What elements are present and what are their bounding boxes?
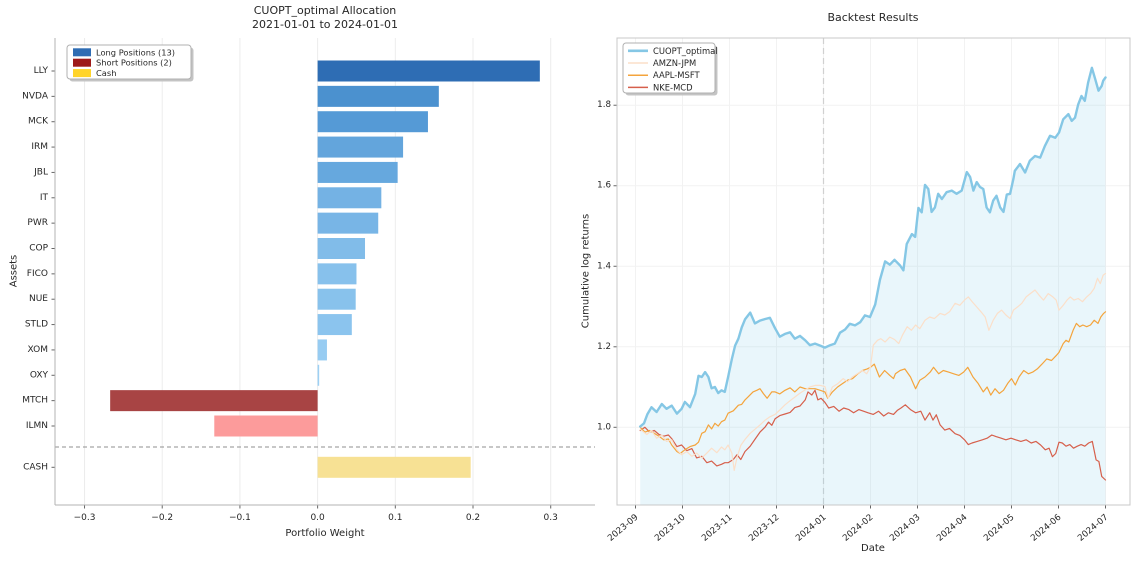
x-tick-label: 0.0	[310, 513, 325, 523]
series-line-nke-mcd	[639, 389, 1107, 481]
legend-label: AMZN-JPM	[653, 58, 696, 68]
bar-it	[317, 187, 382, 209]
x-tick-label: 2024-03	[888, 513, 922, 544]
legend-label: AAPL-MSFT	[653, 70, 700, 80]
allocation-title-line2: 2021-01-01 to 2024-01-01	[252, 18, 398, 31]
y-tick-label: 1.8	[597, 100, 611, 110]
series-line-amzn-jpm	[639, 272, 1107, 471]
plot-box	[616, 37, 1131, 506]
x-tick-label: −0.1	[229, 513, 251, 523]
allocation-xlabel: Portfolio Weight	[285, 528, 365, 539]
series-line-aapl-msft	[639, 311, 1107, 455]
backtest-title: Backtest Results	[827, 11, 919, 24]
y-tick-label-cash: CASH	[23, 462, 48, 472]
legend-label: Cash	[96, 68, 116, 78]
legend-label: Long Positions (13)	[96, 47, 175, 57]
backtest-line-chart: 1.0 1.2 1.4 1.6 1.8 2023-09 2023-10 2023-11 2023…	[597, 37, 1131, 544]
x-tick-label: −0.2	[151, 513, 173, 523]
y-tick-label-fico: FICO	[27, 269, 48, 279]
x-tick-label: 2024-01	[794, 513, 828, 544]
y-tick-label-nue: NUE	[29, 294, 48, 304]
bar-lly	[317, 60, 540, 82]
x-tick-label: 2024-05	[982, 513, 1016, 544]
backtest-xlabel: Date	[861, 543, 885, 554]
legend-label: Short Positions (2)	[96, 58, 172, 68]
bar-cash	[317, 456, 471, 478]
x-tick-label: 2023-12	[747, 513, 781, 544]
bar-irm	[317, 136, 404, 158]
legend-box	[66, 44, 192, 80]
y-tick-label: 1.4	[597, 261, 611, 271]
y-tick-label-nvda: NVDA	[22, 91, 49, 101]
x-tick-label: 0.2	[466, 513, 480, 523]
y-tick-label-irm: IRM	[31, 142, 48, 152]
y-tick-label: 1.6	[597, 181, 611, 191]
y-tick-label-cop: COP	[29, 243, 48, 253]
allocation-title-line1: CUOPT_optimal Allocation	[253, 4, 397, 17]
bar-ilmn	[214, 415, 318, 437]
x-tick-label: 2023-11	[700, 513, 734, 544]
x-tick-label: 0.3	[544, 513, 558, 523]
y-tick-label-oxy: OXY	[30, 370, 49, 380]
bar-fico	[317, 263, 357, 285]
allocation-title: CUOPT_optimal Allocation 2021-01-01 to 2…	[125, 4, 525, 32]
x-tick-label: 2024-02	[841, 513, 875, 544]
y-tick-label-it: IT	[40, 193, 49, 203]
legend-label: CUOPT_optimal	[653, 46, 718, 56]
y-tick-label-pwr: PWR	[27, 218, 48, 228]
bar-stld	[317, 314, 352, 336]
y-tick-label-mck: MCK	[28, 117, 49, 127]
x-tick-label: 0.1	[388, 513, 402, 523]
y-tick-label-xom: XOM	[28, 345, 48, 355]
x-tick-label: 2023-10	[653, 513, 687, 544]
bar-pwr	[317, 212, 379, 234]
cuopt-fill-area	[640, 67, 1106, 506]
y-tick-label-ilmn: ILMN	[26, 421, 48, 431]
x-tick-label: 2024-07	[1076, 513, 1110, 544]
allocation-bar-chart: −0.3 −0.2 −0.1 0.0 0.1 0.2 0.3 LLY NVDA MCK IRM JBL…	[22, 38, 595, 523]
x-tick-label: 2024-04	[935, 512, 970, 543]
x-tick-label: 2024-06	[1029, 513, 1063, 544]
y-tick-label: 1.0	[597, 422, 611, 432]
bar-mtch	[110, 390, 318, 412]
y-tick-label-jbl: JBL	[33, 167, 48, 177]
y-tick-label-stld: STLD	[25, 320, 48, 330]
bar-xom	[317, 339, 327, 361]
bar-oxy	[317, 364, 320, 386]
y-tick-label-mtch: MTCH	[22, 396, 48, 406]
y-tick-label: 1.2	[597, 342, 611, 352]
bar-jbl	[317, 161, 398, 183]
legend-swatch	[73, 58, 91, 67]
legend-swatch	[73, 69, 91, 78]
y-tick-label-lly: LLY	[34, 66, 49, 76]
bar-nue	[317, 288, 356, 310]
x-tick-label: −0.3	[74, 513, 96, 523]
legend-label: NKE-MCD	[653, 82, 693, 92]
bar-cop	[317, 237, 366, 259]
legend-box	[622, 42, 716, 94]
legend-swatch	[73, 48, 91, 57]
bar-mck	[317, 111, 428, 133]
x-tick-label: 2023-09	[606, 513, 640, 544]
series-line-cuopt_optimal	[639, 66, 1107, 428]
bar-nvda	[317, 85, 439, 107]
